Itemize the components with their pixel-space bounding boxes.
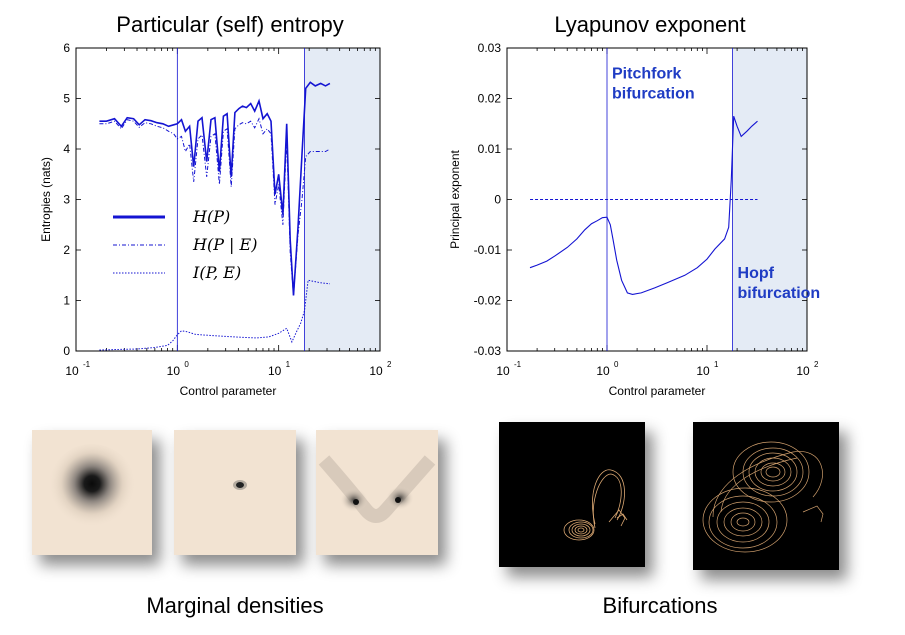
y-axis-label: Entropies (nats) xyxy=(39,157,53,242)
annotation-0-line-0: Pitchfork xyxy=(612,65,681,82)
x-tick-label: 10 xyxy=(65,364,79,378)
annotation-0-line-1: bifurcation xyxy=(612,85,695,102)
legend-label-0: H(P) xyxy=(192,207,230,226)
x-tick-label: 10 xyxy=(696,364,710,378)
y-tick-label: 5 xyxy=(63,92,70,106)
y-tick-label: -0.03 xyxy=(474,344,502,358)
marginal-densities-caption: Marginal densities xyxy=(146,593,324,618)
x-tick-label: 10 xyxy=(596,364,610,378)
x-tick-exponent: -1 xyxy=(83,360,91,369)
series-line-0 xyxy=(529,116,758,295)
y-tick-label: 4 xyxy=(63,142,70,156)
bifurcation-thumbnail-hopf xyxy=(693,422,839,570)
density-thumbnail-gaussian xyxy=(32,430,152,555)
series-line-2 xyxy=(99,279,330,351)
y-tick-label: -0.01 xyxy=(474,243,502,257)
x-tick-label: 10 xyxy=(496,364,510,378)
y-tick-label: 2 xyxy=(63,243,70,257)
x-tick-label: 10 xyxy=(268,364,282,378)
shaded-region xyxy=(304,48,380,351)
x-tick-label: 10 xyxy=(796,364,810,378)
x-tick-exponent: 0 xyxy=(614,360,619,369)
legend-label-2: I(P, E) xyxy=(192,263,241,282)
y-tick-label: 1 xyxy=(63,294,70,308)
x-tick-exponent: 2 xyxy=(814,360,819,369)
x-tick-exponent: 1 xyxy=(714,360,719,369)
x-axis-label: Control parameter xyxy=(609,384,706,398)
x-tick-exponent: 0 xyxy=(184,360,189,369)
legend-label-1: H(P | E) xyxy=(192,235,257,254)
x-tick-exponent: 2 xyxy=(387,360,392,369)
y-tick-label: 0.01 xyxy=(478,142,502,156)
y-tick-label: 0.02 xyxy=(478,92,502,106)
density-thumbnail-bimodal xyxy=(316,430,438,555)
y-tick-label: 3 xyxy=(63,193,70,207)
right-chart-title: Lyapunov exponent xyxy=(554,12,746,37)
x-tick-exponent: 1 xyxy=(286,360,291,369)
shaded-region xyxy=(732,48,807,351)
left-chart-title: Particular (self) entropy xyxy=(116,12,344,37)
y-tick-label: -0.02 xyxy=(474,294,502,308)
annotation-1-line-0: Hopf xyxy=(738,265,775,282)
y-tick-label: 0 xyxy=(63,344,70,358)
y-tick-label: 0.03 xyxy=(478,41,502,55)
x-axis-label: Control parameter xyxy=(180,384,277,398)
bifurcation-thumbnail-pitchfork xyxy=(499,422,645,567)
x-tick-label: 10 xyxy=(167,364,181,378)
x-tick-exponent: -1 xyxy=(514,360,522,369)
y-axis-label: Principal exponent xyxy=(448,149,462,248)
y-tick-label: 6 xyxy=(63,41,70,55)
y-tick-label: 0 xyxy=(494,193,501,207)
density-thumbnail-point xyxy=(174,430,296,555)
annotation-1-line-1: bifurcation xyxy=(738,285,821,302)
bifurcations-caption: Bifurcations xyxy=(602,593,718,618)
series-line-1 xyxy=(99,117,331,296)
x-tick-label: 10 xyxy=(369,364,383,378)
